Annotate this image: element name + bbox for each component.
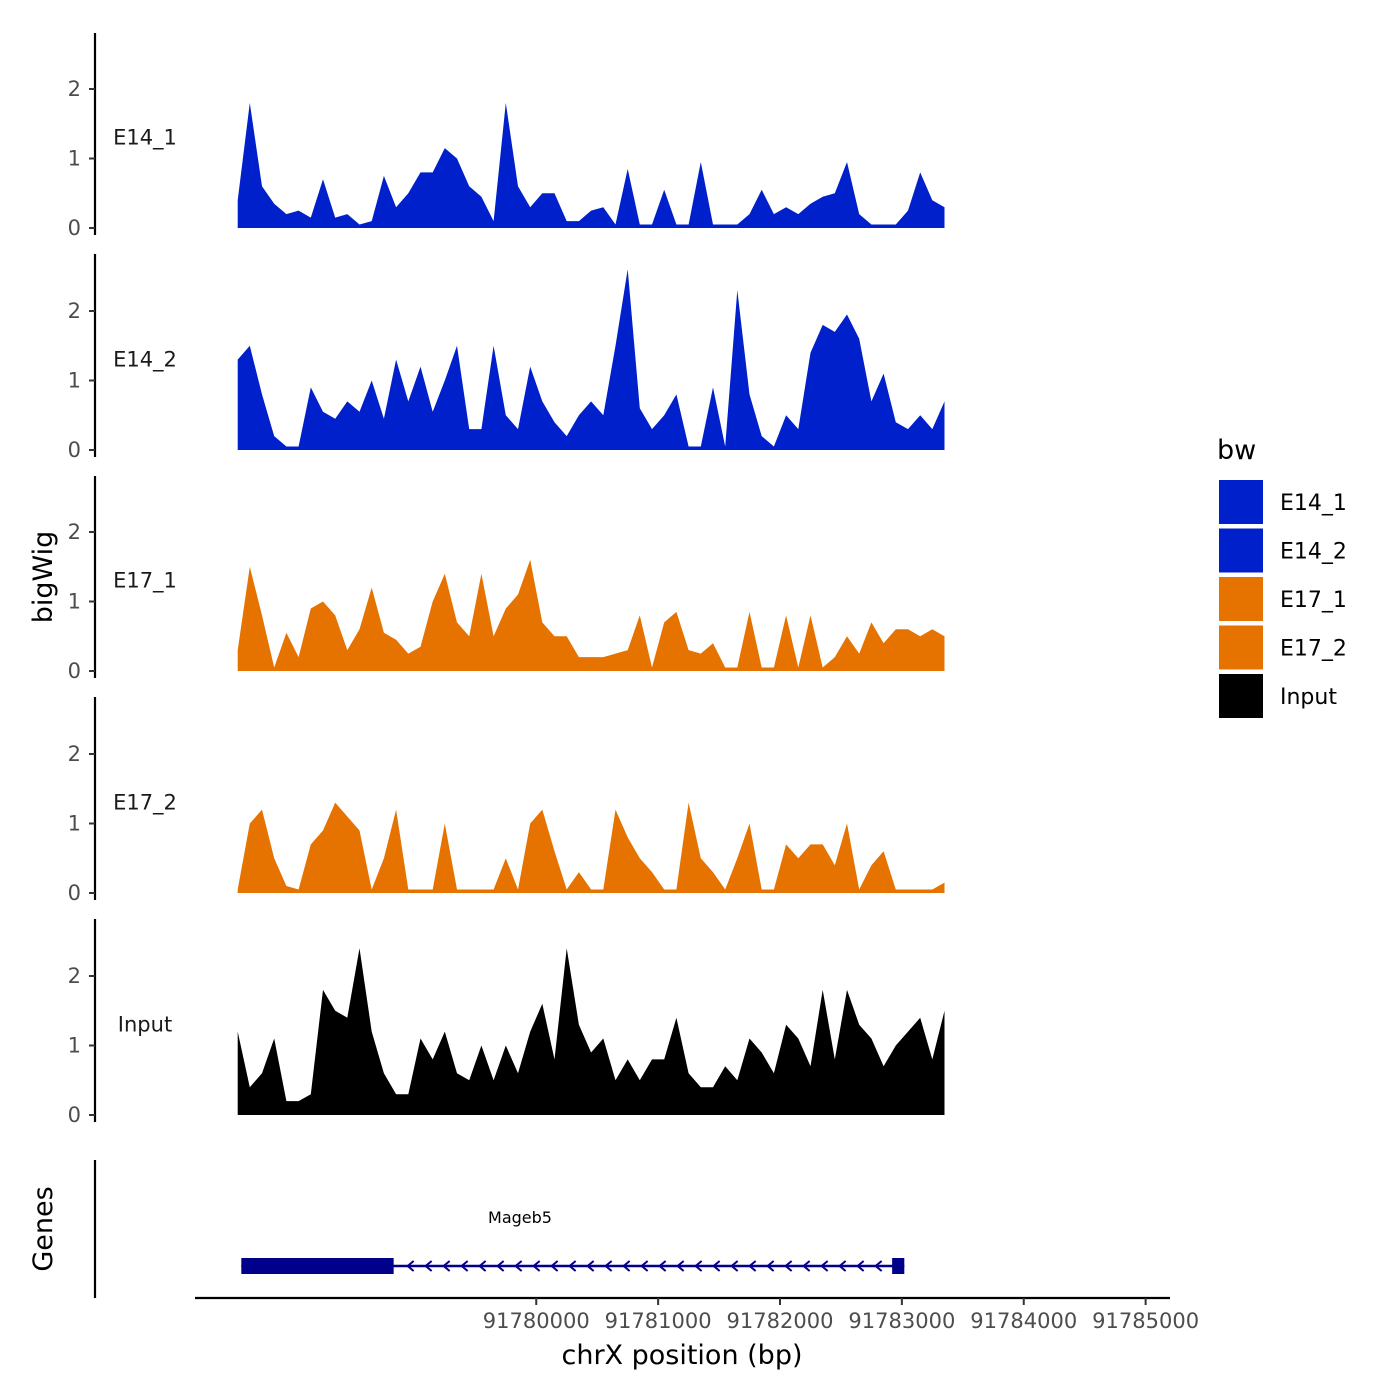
area-E14_1: [237, 102, 945, 228]
track-Input: 0 1 2 Input: [68, 919, 945, 1127]
y-tick-label: 2: [68, 77, 81, 101]
legend-label-Input: Input: [1280, 685, 1337, 710]
track-E17_2: 0 1 2 E17_2: [68, 697, 945, 905]
gene-Mageb5: Mageb5: [241, 1208, 905, 1274]
strand-arrow: [712, 1260, 721, 1272]
y-tick-label: 0: [68, 438, 81, 462]
strand-arrow: [658, 1260, 667, 1272]
strand-arrow: [604, 1260, 613, 1272]
y-tick-label: 0: [68, 1103, 81, 1127]
track-label: E14_2: [113, 348, 177, 373]
legend-label-E14_2: E14_2: [1280, 540, 1347, 565]
strand-arrow: [802, 1260, 811, 1272]
x-axis-title: chrX position (bp): [561, 1340, 802, 1371]
track-label: Input: [118, 1013, 172, 1037]
x-axis: 91780000 91781000 91782000 91783000 91784000…: [195, 1296, 1199, 1333]
strand-arrow: [586, 1260, 595, 1272]
area-E17_1: [237, 559, 945, 671]
y-tick-label: 2: [68, 742, 81, 766]
legend-label-E14_1: E14_1: [1280, 491, 1347, 516]
legend: bw E14_1 E14_2 E17_1 E17_2 Input: [1217, 435, 1347, 718]
strand-arrow: [478, 1260, 487, 1272]
genes-track-label: Genes: [28, 1186, 59, 1271]
strand-arrow: [766, 1260, 775, 1272]
y-tick-label: 1: [68, 812, 81, 836]
strand-arrow: [748, 1260, 757, 1272]
legend-swatch-Input: [1219, 674, 1263, 718]
strand-arrow: [730, 1260, 739, 1272]
x-tick-label: 91782000: [727, 1309, 834, 1333]
strand-arrow: [640, 1260, 649, 1272]
y-tick-label: 1: [68, 590, 81, 614]
strand-arrow: [406, 1260, 415, 1272]
strand-arrow: [694, 1260, 703, 1272]
legend-label-E17_1: E17_1: [1280, 588, 1347, 613]
gene-name-label: Mageb5: [488, 1208, 552, 1227]
strand-arrow: [460, 1260, 469, 1272]
strand-arrow: [784, 1260, 793, 1272]
legend-swatch-E17_1: [1219, 577, 1263, 621]
y-tick-label: 1: [68, 1034, 81, 1058]
area-Input: [237, 948, 945, 1115]
x-tick-label: 91780000: [483, 1309, 590, 1333]
strand-arrow: [424, 1260, 433, 1272]
y-tick-label: 0: [68, 881, 81, 905]
legend-label-E17_2: E17_2: [1280, 637, 1347, 662]
legend-swatch-E14_2: [1219, 528, 1263, 573]
x-tick-label: 91781000: [605, 1309, 712, 1333]
strand-arrow: [550, 1260, 559, 1272]
y-tick-label: 2: [68, 964, 81, 988]
track-label: E14_1: [113, 126, 177, 151]
signal-tracks: 0 1 2 E14_1 0 1 2 E14_2 0 1 2 E17_1 0 1 2 E17_2 0 1 2 Input: [68, 33, 945, 1127]
y-tick-label: 1: [68, 369, 81, 393]
y-tick-label: 1: [68, 147, 81, 171]
strand-arrow: [622, 1260, 631, 1272]
y-axis-title: bigWig: [28, 531, 59, 624]
strand-arrow: [676, 1260, 685, 1272]
track-label: E17_1: [113, 569, 177, 594]
strand-arrow: [442, 1260, 451, 1272]
legend-title: bw: [1217, 435, 1256, 466]
strand-arrow: [568, 1260, 577, 1272]
x-tick-label: 91784000: [970, 1309, 1077, 1333]
y-tick-label: 0: [68, 216, 81, 240]
strand-arrow: [856, 1260, 865, 1272]
track-E14_1: 0 1 2 E14_1: [68, 33, 945, 240]
genes-track: Genes Mageb5: [28, 1160, 905, 1298]
y-tick-label: 0: [68, 659, 81, 683]
area-E14_2: [237, 269, 945, 450]
y-tick-label: 2: [68, 520, 81, 544]
x-tick-label: 91783000: [848, 1309, 955, 1333]
strand-arrow: [514, 1260, 523, 1272]
track-E14_2: 0 1 2 E14_2: [68, 254, 945, 462]
track-label: E17_2: [113, 791, 177, 816]
y-tick-label: 2: [68, 299, 81, 323]
strand-arrow: [532, 1260, 541, 1272]
strand-arrow: [874, 1260, 883, 1272]
gene-exon: [892, 1258, 905, 1274]
track-E17_1: 0 1 2 E17_1: [68, 476, 945, 683]
strand-arrow: [838, 1260, 847, 1272]
x-tick-label: 91785000: [1092, 1309, 1199, 1333]
gene-exon: [241, 1258, 394, 1274]
area-E17_2: [237, 802, 945, 893]
strand-arrow: [820, 1260, 829, 1272]
legend-swatch-E17_2: [1219, 625, 1263, 670]
strand-arrow: [496, 1260, 505, 1272]
legend-swatch-E14_1: [1219, 480, 1263, 524]
